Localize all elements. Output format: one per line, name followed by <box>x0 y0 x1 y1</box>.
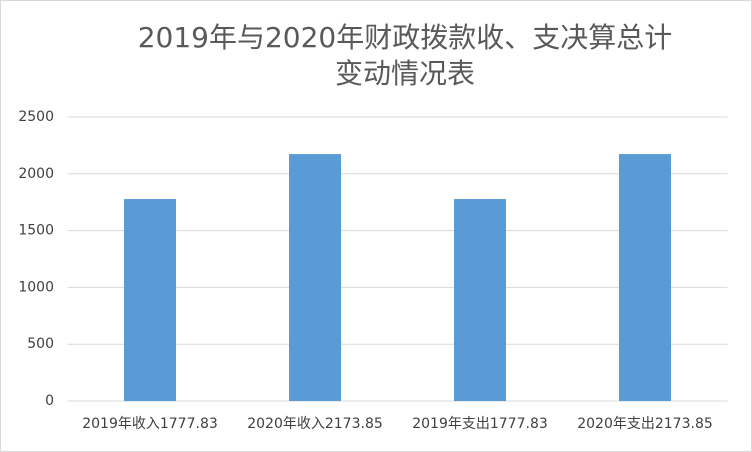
y-tick-label: 2000 <box>18 166 54 182</box>
chart-title: 2019年与2020年财政拨款收、支决算总计变动情况表 <box>137 21 673 90</box>
bar <box>454 199 506 401</box>
x-tick-label: 2019年支出1777.83 <box>412 416 548 432</box>
y-tick-label: 1500 <box>18 223 54 239</box>
y-tick-label: 1000 <box>18 279 54 295</box>
bar <box>619 154 671 401</box>
y-tick-label: 500 <box>27 336 54 352</box>
x-tick-label: 2020年收入2173.85 <box>247 416 383 432</box>
y-tick-label: 2500 <box>18 109 54 125</box>
x-tick-label: 2019年收入1777.83 <box>82 416 218 432</box>
bar <box>124 199 176 401</box>
y-tick-label: 0 <box>45 393 54 409</box>
bar <box>289 154 341 401</box>
x-tick-label: 2020年支出2173.85 <box>577 416 713 432</box>
